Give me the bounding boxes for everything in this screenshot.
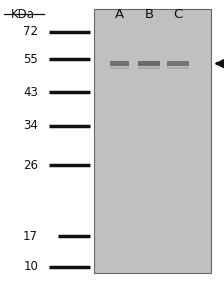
Bar [167,67,189,69]
Bar [110,61,129,66]
Text: KDa: KDa [10,8,34,21]
Text: 55: 55 [23,53,38,65]
Bar [167,61,189,66]
Bar [138,61,159,66]
Bar [110,67,129,69]
Text: 34: 34 [23,119,38,132]
Bar [94,9,211,273]
Text: A: A [115,8,124,21]
Text: C: C [173,8,183,21]
Bar [138,67,159,69]
Text: 10: 10 [23,260,38,273]
Text: 72: 72 [23,25,38,38]
Text: 26: 26 [23,159,38,171]
Text: 43: 43 [23,86,38,99]
Text: 17: 17 [23,230,38,243]
Text: B: B [144,8,153,21]
